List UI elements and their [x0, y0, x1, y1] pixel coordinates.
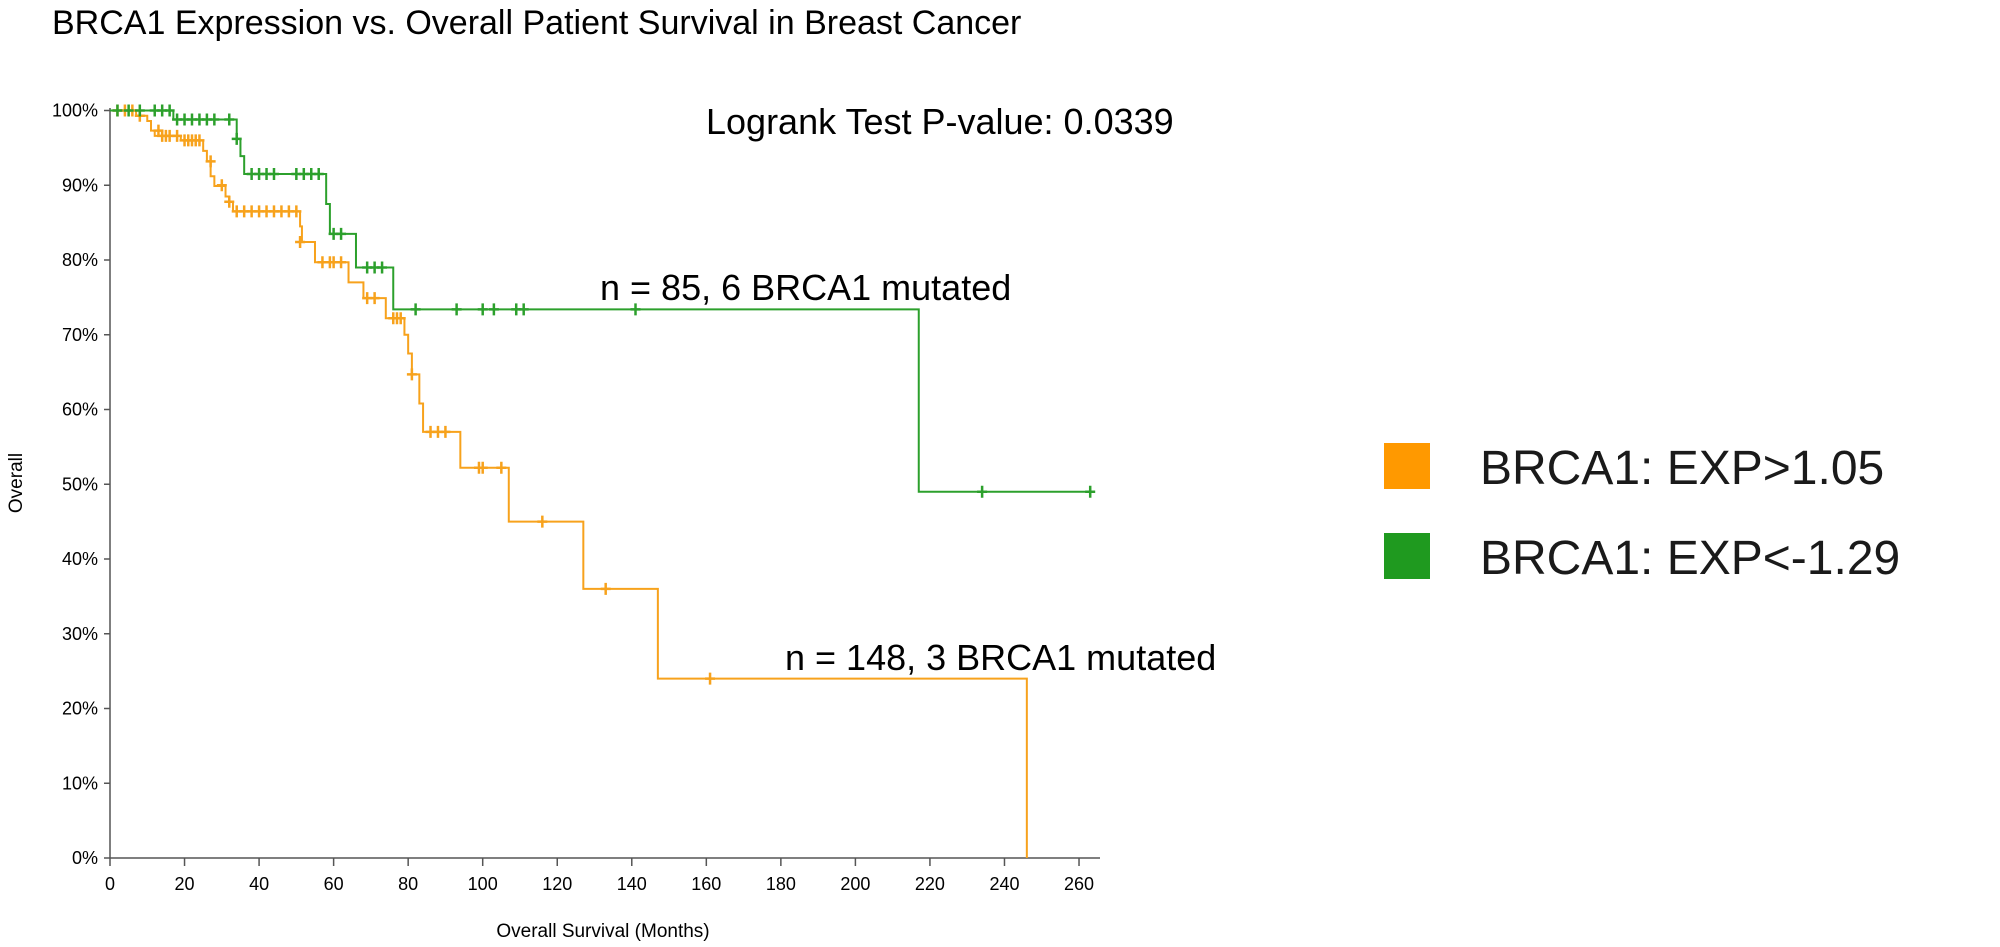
censor-mark-orange [395, 312, 406, 325]
x-tick-label: 100 [468, 874, 498, 894]
censor-mark-green [488, 303, 499, 316]
censor-mark-orange [194, 134, 205, 147]
censor-mark-orange [537, 515, 548, 528]
censor-mark-green [336, 227, 347, 240]
x-tick-label: 240 [989, 874, 1019, 894]
green-series-count-annotation: n = 85, 6 BRCA1 mutated [600, 267, 1011, 308]
censor-mark-orange [291, 205, 302, 218]
censor-mark-orange [600, 582, 611, 595]
censor-mark-orange [224, 195, 235, 208]
censor-mark-green [231, 132, 242, 145]
x-tick-label: 180 [766, 874, 796, 894]
y-tick-label: 30% [62, 624, 98, 644]
y-tick-label: 10% [62, 773, 98, 793]
censor-mark-green [410, 303, 421, 316]
y-tick-label: 0% [72, 848, 98, 868]
censor-mark-green [164, 104, 175, 117]
series-lines [110, 109, 1091, 858]
censor-marks [112, 104, 1096, 685]
x-ticks: 0 20 40 60 80 100 120 140 160 180 200 220 240 260 [105, 858, 1094, 894]
legend-swatch-green [1384, 533, 1430, 579]
censor-mark-green [451, 303, 462, 316]
x-tick-label: 40 [249, 874, 269, 894]
legend: BRCA1: EXP>1.05 BRCA1: EXP<-1.29 [1384, 442, 1900, 585]
censor-mark-green [313, 168, 324, 181]
chart-title: BRCA1 Expression vs. Overall Patient Sur… [52, 4, 1021, 42]
censor-mark-green [268, 168, 279, 181]
censor-mark-green [224, 113, 235, 126]
censor-mark-orange [705, 672, 716, 685]
y-tick-label: 50% [62, 474, 98, 494]
censor-mark-green [112, 104, 123, 117]
censor-mark-green [518, 303, 529, 316]
x-tick-label: 120 [542, 874, 572, 894]
plot-area: 0% 10% 20% 30% 40% 50% 60% 70% 80% 90% 100% 0 20 40 6… [52, 101, 1100, 894]
censor-mark-green [377, 261, 388, 274]
y-tick-label: 40% [62, 549, 98, 569]
censor-mark-orange [496, 461, 507, 474]
y-tick-label: 60% [62, 400, 98, 420]
survival-curve-green [110, 109, 1091, 493]
censor-mark-green [209, 113, 220, 126]
censor-mark-green [134, 104, 145, 117]
censor-mark-orange [295, 236, 306, 249]
censor-mark-green [630, 303, 641, 316]
x-tick-label: 140 [617, 874, 647, 894]
y-tick-label: 20% [62, 699, 98, 719]
censor-mark-green [477, 303, 488, 316]
pvalue-annotation: Logrank Test P-value: 0.0339 [706, 101, 1174, 142]
x-tick-label: 80 [398, 874, 418, 894]
x-tick-label: 20 [175, 874, 195, 894]
x-tick-label: 160 [691, 874, 721, 894]
y-ticks: 0% 10% 20% 30% 40% 50% 60% 70% 80% 90% 100% [52, 101, 110, 868]
y-tick-label: 80% [62, 250, 98, 270]
censor-mark-green [977, 485, 988, 498]
survival-curve-orange [110, 109, 1028, 858]
censor-mark-orange [369, 292, 380, 305]
censor-mark-orange [336, 256, 347, 269]
x-tick-label: 220 [915, 874, 945, 894]
censor-mark-orange [172, 129, 183, 142]
y-tick-label: 90% [62, 175, 98, 195]
x-tick-label: 260 [1064, 874, 1094, 894]
censor-mark-green [1085, 485, 1096, 498]
censor-mark-orange [406, 368, 417, 381]
y-axis-label: Overall [6, 453, 27, 513]
censor-mark-orange [440, 425, 451, 438]
censor-mark-orange [205, 155, 216, 168]
censor-mark-green [123, 104, 134, 117]
legend-label-orange: BRCA1: EXP>1.05 [1480, 442, 1884, 495]
censor-mark-orange [216, 179, 227, 192]
x-tick-label: 0 [105, 874, 115, 894]
censor-mark-orange [477, 461, 488, 474]
x-tick-label: 60 [324, 874, 344, 894]
x-tick-label: 200 [840, 874, 870, 894]
orange-series-count-annotation: n = 148, 3 BRCA1 mutated [785, 637, 1216, 678]
legend-label-green: BRCA1: EXP<-1.29 [1480, 532, 1900, 585]
y-tick-label: 70% [62, 325, 98, 345]
x-axis-label: Overall Survival (Months) [496, 921, 709, 942]
legend-swatch-orange [1384, 443, 1430, 489]
y-tick-label: 100% [52, 101, 98, 121]
